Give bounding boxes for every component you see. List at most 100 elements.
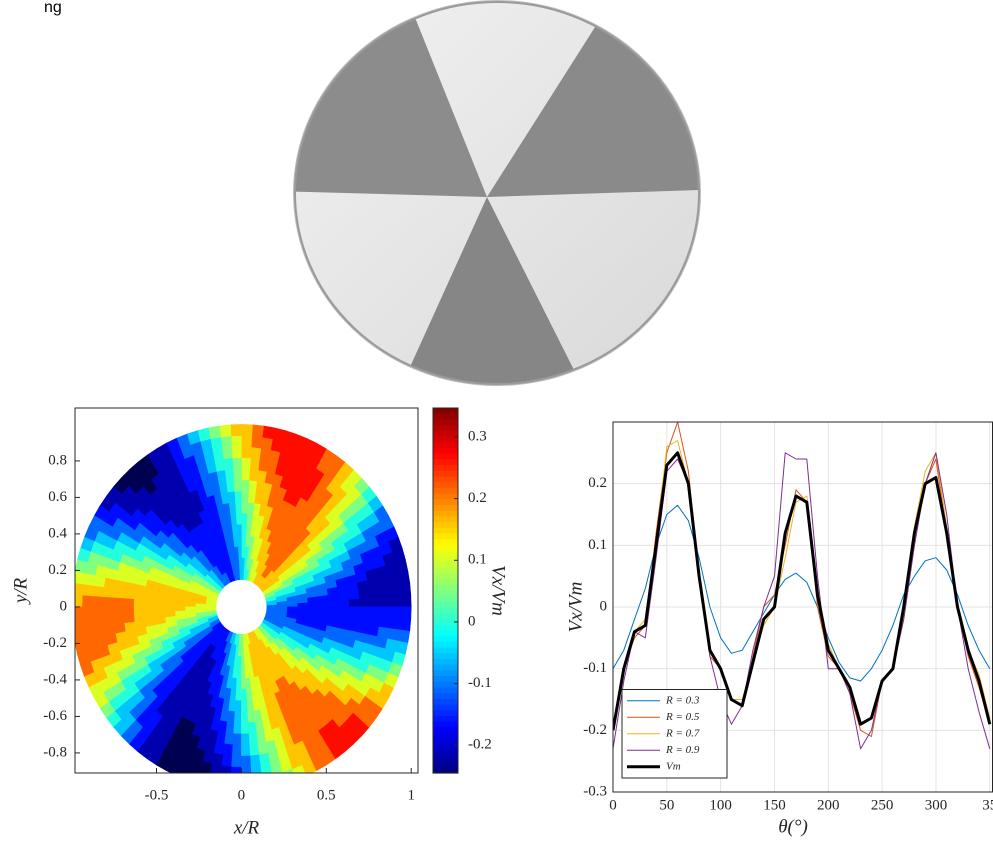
contour-cell xyxy=(103,587,114,598)
colorbar-segment xyxy=(433,739,458,745)
y-tick-label: -0.8 xyxy=(43,744,67,760)
contour-cell xyxy=(82,596,93,607)
contour-cell xyxy=(231,436,241,447)
colorbar-segment xyxy=(433,551,458,557)
contour-cell xyxy=(329,600,340,607)
colorbar-segment xyxy=(433,459,458,465)
figure: ng -0.500.51-0.8-0.6-0.4-0.200.20.40.60.… xyxy=(0,0,993,857)
y-tick-label: 0.2 xyxy=(48,562,67,578)
colorbar-tick-label: 0.2 xyxy=(468,490,487,506)
contour-cell xyxy=(83,574,95,587)
contour-cell xyxy=(241,712,248,723)
contour-cell xyxy=(223,744,233,756)
contour-cell xyxy=(103,607,114,617)
contour-cell xyxy=(72,595,83,607)
contour-cell xyxy=(241,469,249,480)
contour-cell xyxy=(72,607,83,619)
contour-cell xyxy=(380,607,391,618)
colorbar-segment xyxy=(433,465,458,471)
contour-cell xyxy=(241,723,249,734)
contour-cell xyxy=(318,607,328,613)
y-tick-label: 0.8 xyxy=(48,452,67,468)
y-tick-label: -0.1 xyxy=(583,660,607,676)
contour-cell xyxy=(246,513,252,525)
contour-cell xyxy=(229,700,236,712)
contour-cell xyxy=(251,447,261,459)
contour-cell xyxy=(144,593,155,601)
contour-cell xyxy=(308,607,318,612)
contour-cell xyxy=(318,612,329,619)
colorbar-tick-label: 0.3 xyxy=(468,428,487,444)
contour-cell xyxy=(250,458,260,470)
contour-cell xyxy=(223,458,233,470)
contour-cell xyxy=(349,599,360,607)
contour-cell xyxy=(241,458,250,469)
legend-label: R = 0.5 xyxy=(665,711,700,723)
colorbar-segment xyxy=(433,511,458,517)
contour-cell xyxy=(241,569,243,580)
x-tick-label: 0.5 xyxy=(317,787,336,803)
contour-cell xyxy=(329,607,340,614)
colorbar-segment xyxy=(433,727,458,733)
contour-cell xyxy=(232,745,241,756)
colorbar-segment xyxy=(433,682,458,688)
contour-cell xyxy=(298,607,308,612)
contour-cell xyxy=(241,701,247,712)
contour-cell xyxy=(230,424,241,436)
contour-cell xyxy=(348,615,359,624)
dark-sector xyxy=(0,0,487,197)
contour-cell xyxy=(261,437,273,450)
colorbar-segment xyxy=(433,648,458,654)
contour-cell xyxy=(212,753,223,766)
contour-cell xyxy=(359,598,370,607)
contour-cell xyxy=(206,604,216,607)
colorbar-segment xyxy=(433,482,458,488)
contour-cell xyxy=(379,586,390,597)
colorbar-segment xyxy=(433,539,458,545)
contour-cell xyxy=(94,576,106,588)
contour-cell xyxy=(93,617,104,628)
series-line xyxy=(613,453,990,731)
y-tick-label: -0.2 xyxy=(583,722,607,738)
colorbar-segment xyxy=(433,636,458,642)
colorbar-segment xyxy=(433,591,458,597)
colorbar-segment xyxy=(433,419,458,425)
series-line xyxy=(613,505,990,681)
contour-cell xyxy=(398,629,410,642)
contour-cell xyxy=(234,723,242,734)
y-tick-label: -0.3 xyxy=(583,783,607,799)
contour-cell xyxy=(226,722,234,734)
contour-cell xyxy=(231,678,237,690)
contour-cell xyxy=(210,764,222,777)
y-tick-label: 0 xyxy=(60,598,68,614)
contour-cell xyxy=(388,628,400,641)
contour-cell xyxy=(238,645,241,656)
contour-cell xyxy=(208,775,220,788)
contour-cell xyxy=(359,615,370,625)
contour-cell xyxy=(175,602,185,607)
y-axis-label: y/R xyxy=(10,577,31,605)
contour-cell xyxy=(154,595,165,602)
contour-cell xyxy=(349,607,360,615)
contour-cell xyxy=(93,586,104,597)
colorbar-segment xyxy=(433,733,458,739)
legend-label: R = 0.7 xyxy=(665,727,700,739)
colorbar-segment xyxy=(433,625,458,631)
x-tick-label: 100 xyxy=(709,797,732,813)
y-tick-label: 0.4 xyxy=(48,525,67,541)
colorbar-segment xyxy=(433,448,458,454)
contour-cell xyxy=(247,502,254,514)
colorbar-segment xyxy=(433,556,458,562)
contour-cell xyxy=(113,607,124,616)
contour-cell xyxy=(241,491,248,502)
contour-cell xyxy=(401,595,412,607)
contour-cell xyxy=(339,599,350,607)
contour-cell xyxy=(219,425,231,437)
x-tick-label: 35 xyxy=(982,797,993,813)
contour-cell xyxy=(277,607,287,610)
contour-cell xyxy=(401,607,412,619)
colorbar-segment xyxy=(433,579,458,585)
contour-cell xyxy=(144,600,155,607)
colorbar-segment xyxy=(433,705,458,711)
contour-cell xyxy=(369,587,380,598)
